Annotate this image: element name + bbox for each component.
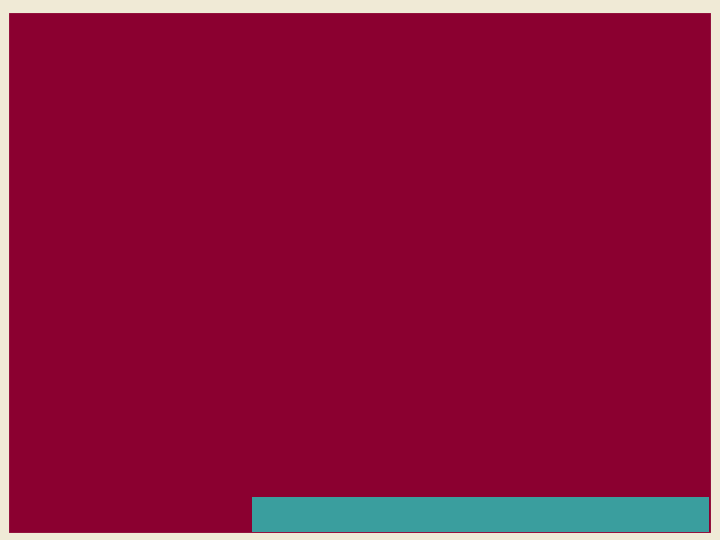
Text: 1.5: 1.5 <box>598 172 625 187</box>
Text: >6 points: high risk (78.4%);: >6 points: high risk (78.4%); <box>53 327 300 342</box>
Text: Wells PS et al.  Ann Intern Med.  1998;129;997: Wells PS et al. Ann Intern Med. 1998;129… <box>271 499 672 514</box>
Text: Embolism: Embolism <box>53 57 150 75</box>
Text: Other diagnosis less likely than PE: Other diagnosis less likely than PE <box>53 148 349 163</box>
Text: <2 points: low risk (3.4%): <2 points: low risk (3.4%) <box>53 373 274 388</box>
Text: Points: Points <box>590 77 649 94</box>
Text: ■: ■ <box>21 172 35 186</box>
Text: 3: 3 <box>436 148 447 163</box>
Text: ■: ■ <box>21 243 35 257</box>
Text: 2 to 6 points: moderate risk (27.8%);: 2 to 6 points: moderate risk (27.8%); <box>53 350 371 365</box>
Text: ■: ■ <box>21 373 35 387</box>
Text: 1: 1 <box>492 243 503 258</box>
Text: ■: ■ <box>21 327 35 341</box>
Text: Clinical feature: Clinical feature <box>53 77 196 94</box>
Text: ■: ■ <box>21 195 35 210</box>
Text: ■: ■ <box>21 350 35 364</box>
Text: ■: ■ <box>21 148 35 162</box>
Text: Previous DVT or PE: Previous DVT or PE <box>53 219 217 234</box>
Text: ■: ■ <box>21 267 35 281</box>
Text: 1.5: 1.5 <box>492 219 519 234</box>
Text: ■: ■ <box>21 78 35 93</box>
Text: Hemoptysis: Hemoptysis <box>53 243 153 258</box>
Text: Immobilization or surgery within past 4 weeks: Immobilization or surgery within past 4 … <box>53 195 451 211</box>
Text: 1: 1 <box>492 267 503 282</box>
Text: Heart rate greater than 100 beats per minute: Heart rate greater than 100 beats per mi… <box>53 172 446 187</box>
Text: Malignancy: Malignancy <box>53 267 150 282</box>
Text: Risk score interpretation (probability of PE):: Risk score interpretation (probability o… <box>53 302 435 318</box>
Text: Wells Clinical Prediction Rule for Pulmonary: Wells Clinical Prediction Rule for Pulmo… <box>53 32 498 50</box>
Text: ■: ■ <box>21 35 35 50</box>
Text: 3: 3 <box>436 124 447 139</box>
Text: ■: ■ <box>21 219 35 233</box>
Text: ■: ■ <box>21 124 35 138</box>
Text: Clinical symptoms of DVT: Clinical symptoms of DVT <box>53 124 271 139</box>
Text: 1.5: 1.5 <box>598 195 625 211</box>
